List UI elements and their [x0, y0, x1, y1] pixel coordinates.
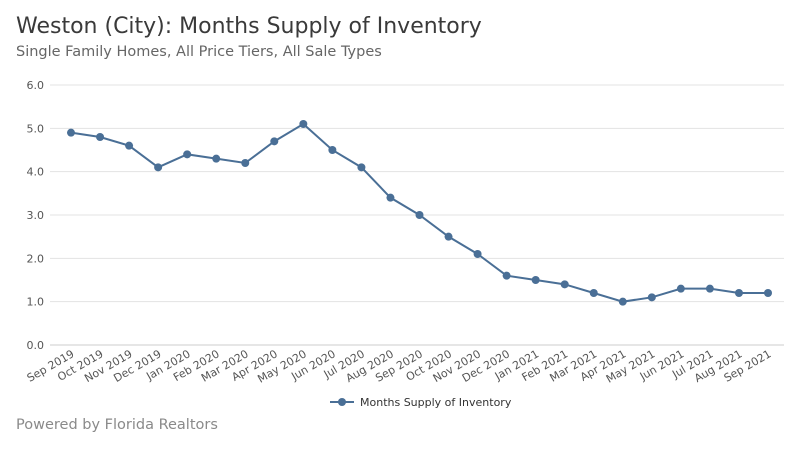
data-point [502, 271, 511, 280]
data-point [618, 297, 627, 306]
y-tick-label: 6.0 [27, 79, 45, 92]
footer-credit: Powered by Florida Realtors [16, 417, 218, 433]
data-point [154, 163, 163, 172]
data-point [67, 128, 75, 137]
data-point [764, 289, 772, 297]
data-point [96, 133, 105, 141]
data-point [531, 276, 540, 284]
y-tick-label: 4.0 [27, 166, 45, 179]
data-point [589, 289, 598, 297]
data-point [299, 120, 308, 128]
data-point [270, 137, 279, 146]
data-point [415, 211, 424, 219]
chart-subtitle: Single Family Homes, All Price Tiers, Al… [16, 44, 382, 60]
data-point [676, 284, 685, 293]
y-tick-label: 0.0 [27, 339, 45, 352]
data-point [560, 280, 569, 289]
data-point [212, 154, 221, 163]
y-tick-label: 1.0 [27, 296, 45, 309]
data-point [357, 163, 366, 172]
y-tick-label: 3.0 [27, 209, 45, 222]
data-point [734, 289, 743, 297]
y-tick-label: 2.0 [27, 252, 45, 265]
data-point [183, 150, 192, 159]
chart-title: Weston (City): Months Supply of Inventor… [16, 14, 482, 39]
data-point [328, 146, 337, 154]
data-point [125, 141, 134, 150]
data-point [444, 232, 453, 241]
data-point [386, 193, 395, 202]
data-point [241, 159, 250, 167]
data-point [705, 284, 714, 293]
y-tick-label: 5.0 [27, 122, 45, 135]
legend-marker [338, 398, 346, 406]
legend-label: Months Supply of Inventory [360, 396, 512, 409]
data-point [473, 250, 482, 258]
data-point [647, 293, 656, 302]
